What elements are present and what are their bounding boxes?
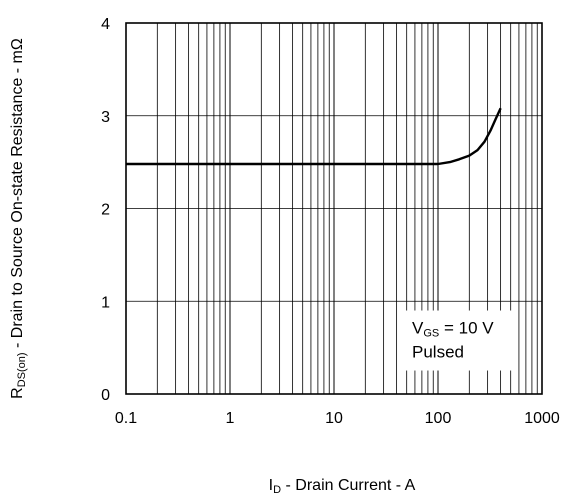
- plot-frame: [125, 22, 543, 395]
- x-axis-title: ID - Drain Current - A: [269, 477, 416, 496]
- annotation-vgs-label: VGS = 10 V: [412, 319, 494, 340]
- series-line-1: [126, 107, 502, 166]
- annotation-pulsed-label: Pulsed: [412, 343, 464, 362]
- annotation-background: [406, 310, 516, 371]
- y-tick-label: 3: [101, 109, 110, 126]
- y-tick-label: 2: [101, 202, 110, 219]
- annotation-box: VGS = 10 V Pulsed: [406, 310, 516, 371]
- x-tick-label: 1000: [524, 410, 560, 427]
- x-tick-label: 100: [425, 410, 452, 427]
- y-tick-labels: 0 1 2 3 4: [101, 16, 110, 404]
- y-axis-title: RDS(on) - Drain to Source On-state Resis…: [9, 38, 28, 399]
- y-tick-label: 0: [101, 387, 110, 404]
- series-group: [126, 107, 502, 166]
- y-tick-label: 4: [101, 16, 110, 33]
- x-tick-labels: 0.1 1 10 100 1000: [115, 410, 560, 427]
- x-tick-label: 0.1: [115, 410, 137, 427]
- y-tick-label: 1: [101, 294, 110, 311]
- x-tick-label: 10: [325, 410, 343, 427]
- x-tick-label: 1: [226, 410, 235, 427]
